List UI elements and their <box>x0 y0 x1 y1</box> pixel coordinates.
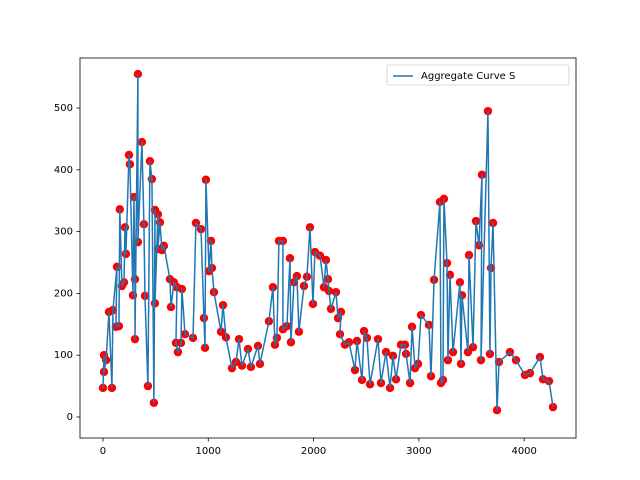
y-tick-label: 200 <box>54 288 73 299</box>
y-tick-label: 500 <box>54 103 73 114</box>
x-tick-label: 0 <box>100 446 106 457</box>
y-tick-label: 400 <box>54 165 73 176</box>
x-tick-label: 3000 <box>406 446 431 457</box>
y-tick-label: 0 <box>67 412 73 423</box>
data-point <box>98 383 108 393</box>
plot-frame <box>79 57 577 439</box>
y-tick-label: 100 <box>54 350 73 361</box>
legend-label: Aggregate Curve S <box>421 71 515 82</box>
data-line <box>102 73 554 411</box>
x-tick-label: 1000 <box>196 446 221 457</box>
x-tick-label: 2000 <box>301 446 326 457</box>
x-tick-label: 4000 <box>511 446 536 457</box>
y-tick-label: 300 <box>54 227 73 238</box>
legend-box <box>386 64 570 86</box>
